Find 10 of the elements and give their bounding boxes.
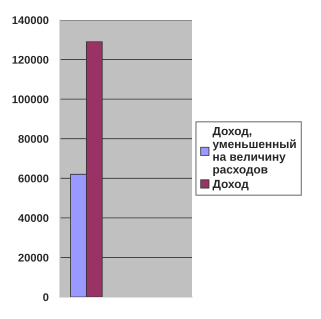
y-tick-label: 120000: [12, 56, 48, 64]
y-tick-label: 140000: [12, 16, 48, 24]
legend-label: Доход, уменьшенный на величину расходов: [212, 126, 296, 176]
y-tick-label: 60000: [18, 174, 48, 182]
y-tick-label: 80000: [18, 134, 48, 143]
y-tick-label: 100000: [12, 95, 48, 104]
y-tick-label: 40000: [18, 214, 48, 222]
y-tick-label: 0: [43, 293, 48, 302]
legend-label: Доход: [212, 180, 249, 190]
y-tick-label: 20000: [18, 254, 48, 262]
